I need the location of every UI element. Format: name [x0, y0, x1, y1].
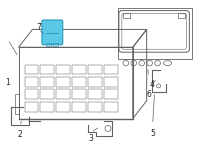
Bar — [104, 65, 118, 75]
Bar — [88, 65, 102, 75]
Bar — [104, 89, 118, 99]
Bar — [104, 77, 118, 87]
FancyBboxPatch shape — [42, 20, 63, 45]
Bar — [40, 77, 54, 87]
Text: 1: 1 — [5, 78, 10, 87]
Text: 7: 7 — [36, 23, 41, 32]
Bar — [25, 77, 38, 87]
Text: 2: 2 — [17, 130, 22, 139]
Bar — [46, 43, 51, 46]
Bar — [56, 77, 70, 87]
Text: 3: 3 — [89, 134, 94, 143]
Bar — [118, 8, 192, 59]
Bar — [25, 102, 38, 112]
Bar — [25, 65, 38, 75]
Bar — [88, 102, 102, 112]
Bar — [53, 43, 58, 46]
Text: 4: 4 — [149, 80, 154, 89]
Bar — [104, 102, 118, 112]
Bar — [72, 77, 86, 87]
Bar — [72, 102, 86, 112]
Bar — [72, 89, 86, 99]
Bar — [25, 89, 38, 99]
Text: 5: 5 — [150, 129, 155, 138]
Bar — [40, 89, 54, 99]
Bar — [15, 94, 19, 114]
Bar — [40, 102, 54, 112]
Bar — [178, 13, 185, 17]
Bar — [56, 102, 70, 112]
Bar — [56, 89, 70, 99]
Bar — [56, 65, 70, 75]
Bar — [88, 77, 102, 87]
Text: 6: 6 — [146, 90, 151, 99]
Bar — [40, 65, 54, 75]
Bar — [72, 65, 86, 75]
Bar — [123, 13, 130, 17]
Bar — [88, 89, 102, 99]
